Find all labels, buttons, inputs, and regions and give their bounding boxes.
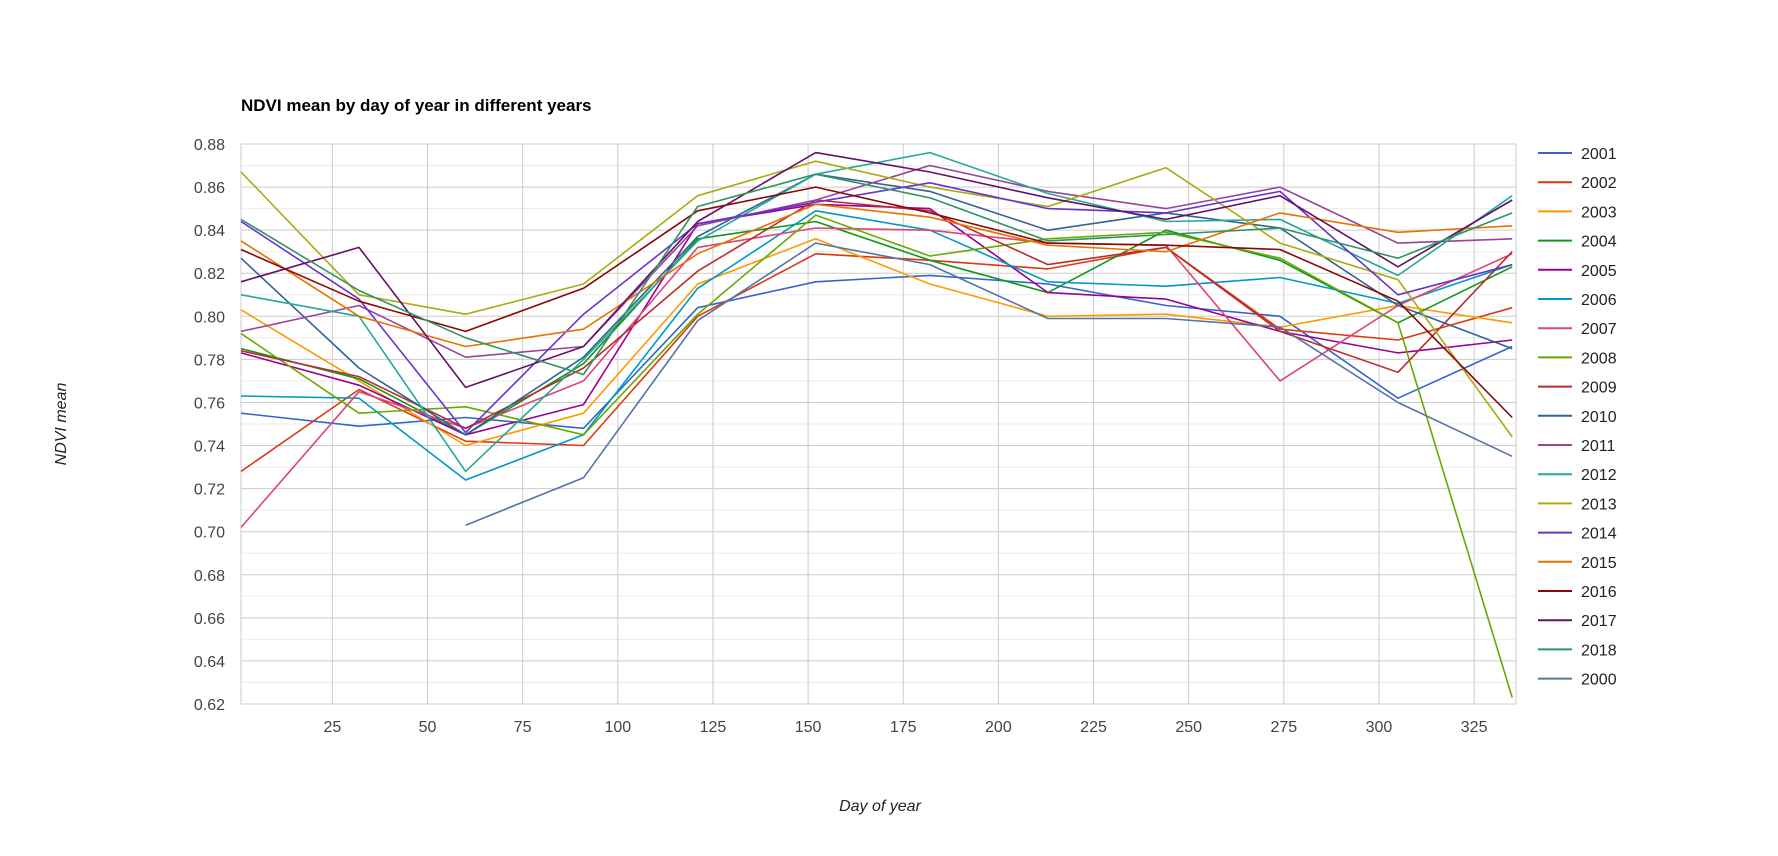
legend-item-2002[interactable]: 2002 bbox=[1538, 175, 1617, 192]
x-tick-label: 25 bbox=[323, 719, 341, 736]
series-line-2001 bbox=[240, 274, 1513, 430]
series-line-2007 bbox=[240, 227, 1513, 528]
legend-item-2012[interactable]: 2012 bbox=[1538, 467, 1617, 484]
legend-item-2011[interactable]: 2011 bbox=[1538, 438, 1616, 455]
series-line-2000 bbox=[465, 242, 1513, 526]
x-tick-label: 200 bbox=[985, 719, 1012, 736]
legend-item-2010[interactable]: 2010 bbox=[1538, 409, 1617, 426]
legend-label: 2017 bbox=[1581, 613, 1617, 630]
series-lines bbox=[240, 151, 1513, 698]
y-tick-label: 0.80 bbox=[194, 309, 225, 326]
legend: 2001 2002 2003 2004 2005 2006 2007 2008 2009 2010… bbox=[1538, 146, 1617, 689]
x-tick-label: 150 bbox=[795, 719, 822, 736]
x-tick-label: 175 bbox=[890, 719, 917, 736]
legend-item-2001[interactable]: 2001 bbox=[1538, 146, 1617, 163]
legend-label: 2010 bbox=[1581, 409, 1617, 426]
y-tick-label: 0.62 bbox=[194, 697, 225, 714]
legend-item-2005[interactable]: 2005 bbox=[1538, 263, 1617, 280]
series-line-2016 bbox=[240, 186, 1513, 419]
legend-label: 2011 bbox=[1581, 438, 1616, 455]
x-tick-label: 325 bbox=[1461, 719, 1488, 736]
plot-grid bbox=[240, 143, 1517, 705]
series-line-2017 bbox=[240, 151, 1513, 389]
y-axis-label: NDVI mean bbox=[53, 383, 70, 466]
legend-item-2015[interactable]: 2015 bbox=[1538, 555, 1617, 572]
legend-item-2009[interactable]: 2009 bbox=[1538, 380, 1617, 397]
legend-label: 2002 bbox=[1581, 175, 1617, 192]
legend-label: 2012 bbox=[1581, 467, 1617, 484]
legend-label: 2013 bbox=[1581, 496, 1617, 513]
y-tick-label: 0.82 bbox=[194, 266, 225, 283]
x-tick-label: 250 bbox=[1175, 719, 1202, 736]
series-line-2012 bbox=[240, 151, 1513, 473]
legend-item-2004[interactable]: 2004 bbox=[1538, 234, 1617, 251]
legend-label: 2016 bbox=[1581, 584, 1617, 601]
y-tick-label: 0.76 bbox=[194, 395, 225, 412]
y-tick-label: 0.72 bbox=[194, 482, 225, 499]
x-tick-label: 275 bbox=[1270, 719, 1297, 736]
series-line-2013 bbox=[240, 160, 1513, 438]
series-line-2004 bbox=[240, 220, 1513, 436]
y-tick-label: 0.84 bbox=[194, 223, 225, 240]
legend-item-2000[interactable]: 2000 bbox=[1538, 672, 1617, 689]
series-line-2018 bbox=[240, 173, 1513, 376]
series-line-2008 bbox=[240, 214, 1513, 698]
legend-item-2008[interactable]: 2008 bbox=[1538, 350, 1617, 367]
y-tick-label: 0.74 bbox=[194, 439, 225, 456]
legend-label: 2015 bbox=[1581, 555, 1617, 572]
x-tick-label: 125 bbox=[700, 719, 727, 736]
series-line-2009 bbox=[240, 199, 1513, 430]
legend-label: 2004 bbox=[1581, 234, 1617, 251]
y-tick-label: 0.66 bbox=[194, 611, 225, 628]
legend-item-2016[interactable]: 2016 bbox=[1538, 584, 1617, 601]
legend-item-2003[interactable]: 2003 bbox=[1538, 204, 1617, 221]
y-tick-label: 0.70 bbox=[194, 525, 225, 542]
legend-item-2013[interactable]: 2013 bbox=[1538, 496, 1617, 513]
series-line-2014 bbox=[240, 182, 1513, 434]
legend-item-2017[interactable]: 2017 bbox=[1538, 613, 1617, 630]
legend-label: 2005 bbox=[1581, 263, 1617, 280]
series-line-2011 bbox=[240, 164, 1513, 358]
legend-item-2006[interactable]: 2006 bbox=[1538, 292, 1617, 309]
legend-label: 2000 bbox=[1581, 672, 1617, 689]
series-line-2003 bbox=[240, 238, 1513, 447]
legend-label: 2001 bbox=[1581, 146, 1617, 163]
y-tick-label: 0.78 bbox=[194, 352, 225, 369]
y-tick-label: 0.64 bbox=[194, 654, 225, 671]
y-tick-label: 0.68 bbox=[194, 568, 225, 585]
legend-label: 2007 bbox=[1581, 321, 1617, 338]
series-line-2002 bbox=[240, 246, 1513, 473]
y-axis-ticks: 0.62 0.64 0.66 0.68 0.70 0.72 0.74 0.76 0.78 0.80… bbox=[194, 137, 225, 714]
x-tick-label: 300 bbox=[1366, 719, 1393, 736]
x-tick-label: 225 bbox=[1080, 719, 1107, 736]
chart-title: NDVI mean by day of year in different ye… bbox=[241, 96, 592, 115]
series-line-2006 bbox=[240, 210, 1513, 481]
legend-item-2007[interactable]: 2007 bbox=[1538, 321, 1617, 338]
legend-label: 2009 bbox=[1581, 380, 1617, 397]
legend-label: 2014 bbox=[1581, 526, 1617, 543]
series-line-2005 bbox=[240, 203, 1513, 436]
x-tick-label: 100 bbox=[604, 719, 631, 736]
x-axis-ticks: 25 50 75 100 125 150 175 200 225 250 275 300 325 bbox=[323, 719, 1487, 736]
legend-label: 2008 bbox=[1581, 350, 1617, 367]
x-tick-label: 75 bbox=[514, 719, 532, 736]
series-line-2010 bbox=[240, 173, 1513, 436]
x-axis-label: Day of year bbox=[839, 798, 921, 815]
legend-item-2014[interactable]: 2014 bbox=[1538, 526, 1617, 543]
y-tick-label: 0.86 bbox=[194, 180, 225, 197]
legend-label: 2018 bbox=[1581, 642, 1617, 659]
legend-label: 2003 bbox=[1581, 204, 1617, 221]
legend-label: 2006 bbox=[1581, 292, 1617, 309]
x-tick-label: 50 bbox=[419, 719, 437, 736]
series-line-2015 bbox=[240, 203, 1513, 348]
y-tick-label: 0.88 bbox=[194, 137, 225, 154]
legend-item-2018[interactable]: 2018 bbox=[1538, 642, 1617, 659]
